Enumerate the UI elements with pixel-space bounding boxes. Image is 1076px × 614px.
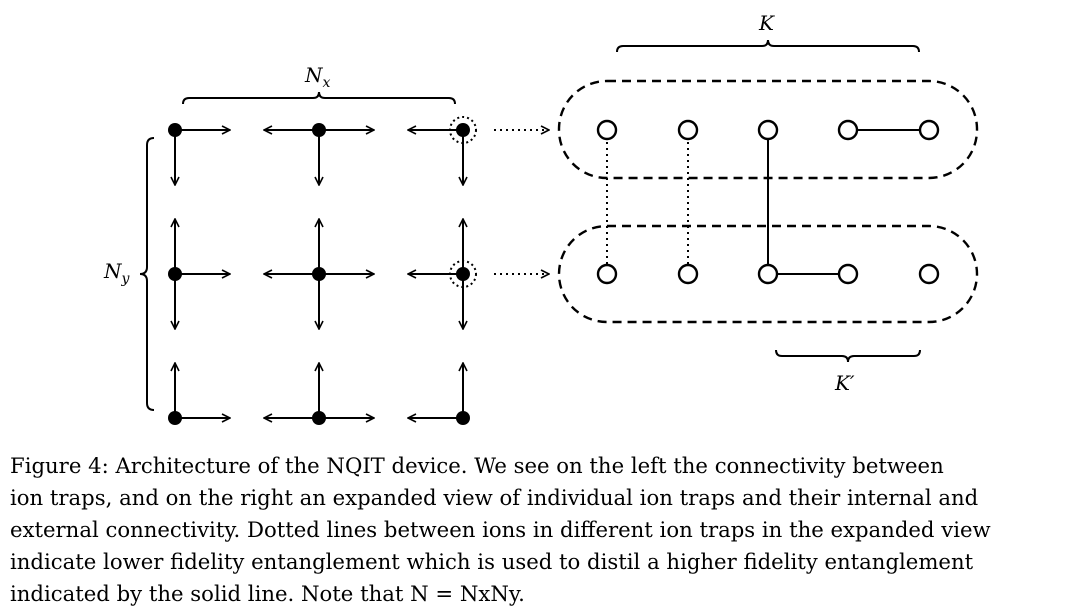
ion (677, 263, 699, 285)
caption-line: Figure 4: Architecture of the NQIT devic… (10, 453, 944, 478)
caption-line: external connectivity. Dotted lines betw… (10, 517, 991, 542)
trap-node (168, 411, 182, 425)
ion (918, 263, 940, 285)
ion (757, 263, 779, 285)
trap-node (168, 267, 182, 281)
ion (596, 119, 618, 141)
trap-node (168, 123, 182, 137)
k-prime-label: K′ (834, 371, 855, 395)
highlight-dotted-circle (449, 116, 477, 144)
trap-node (456, 123, 470, 137)
ny-label: Ny (103, 259, 131, 287)
ion (837, 263, 859, 285)
caption-line: indicated by the solid line. Note that N… (10, 581, 525, 606)
k-label: K (758, 11, 775, 35)
trap-node (312, 411, 326, 425)
caption-line: indicate lower fidelity entanglement whi… (10, 549, 974, 574)
ion (757, 119, 779, 141)
trap-node (312, 267, 326, 281)
ion-trap-outline (557, 224, 979, 324)
ny-brace (139, 137, 155, 411)
trap-grid (175, 130, 463, 418)
ion (837, 119, 859, 141)
trap-node (312, 123, 326, 137)
trap-node (456, 411, 470, 425)
k-prime-brace (775, 349, 921, 363)
caption-line: ion traps, and on the right an expanded … (10, 485, 979, 510)
ion-trap-architecture-diagram: Nx Ny K K′ (103, 11, 979, 425)
nx-label: Nx (304, 63, 331, 91)
highlight-dotted-circle (449, 260, 477, 288)
ion (918, 119, 940, 141)
ion (596, 263, 618, 285)
trap-nodes (168, 123, 470, 425)
k-brace (616, 39, 920, 53)
nx-brace (182, 91, 456, 105)
figure-caption: Figure 4: Architecture of the NQIT devic… (10, 450, 1066, 610)
ion (677, 119, 699, 141)
trap-node (456, 267, 470, 281)
